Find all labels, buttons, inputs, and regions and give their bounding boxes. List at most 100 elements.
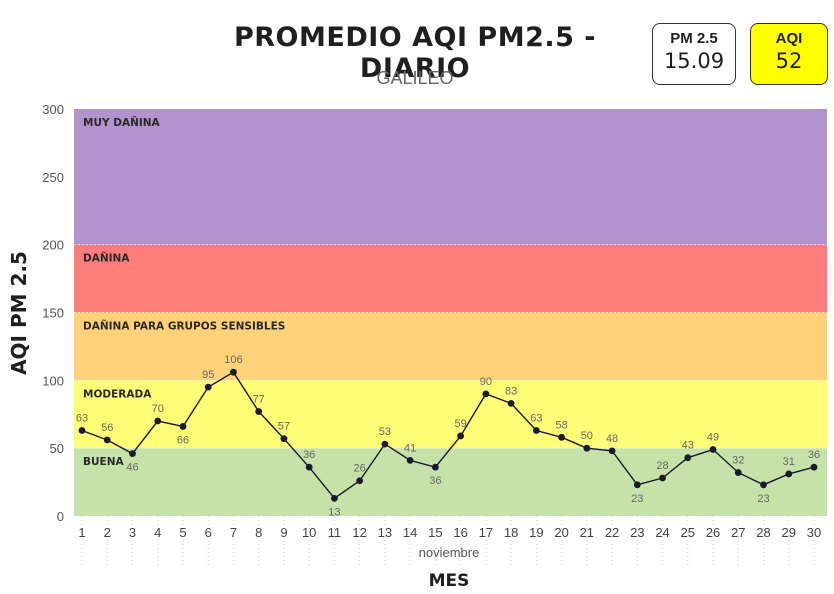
data-label: 50 <box>581 430 593 442</box>
aqi-card-label: AQI <box>775 30 803 47</box>
band-label-muy-danina: MUY DAÑINA <box>83 116 161 129</box>
x-tick-label: 6 <box>205 525 212 540</box>
x-tick-label: 13 <box>378 525 392 540</box>
x-tick-label: 19 <box>529 525 543 540</box>
x-tick-label: 23 <box>630 525 644 540</box>
data-label: 48 <box>606 433 618 445</box>
x-tick-label: 8 <box>255 525 262 540</box>
data-label: 46 <box>126 462 138 474</box>
data-label: 36 <box>808 449 820 461</box>
data-label: 31 <box>783 456 795 468</box>
band-moderada <box>74 380 827 449</box>
data-label: 36 <box>429 475 441 487</box>
data-point[interactable] <box>810 463 818 471</box>
data-point[interactable] <box>431 463 439 471</box>
data-label: 41 <box>404 442 416 454</box>
x-tick-label: 24 <box>655 525 669 540</box>
chart-subtitle: GALILEO <box>376 68 454 88</box>
data-point[interactable] <box>154 417 162 425</box>
x-tick-label: 2 <box>104 525 111 540</box>
y-axis-title: AQI PM 2.5 <box>7 251 31 375</box>
y-tick-label: 200 <box>42 238 64 253</box>
data-label: 13 <box>328 506 340 518</box>
x-tick-label: 22 <box>605 525 619 540</box>
y-tick-label: 100 <box>42 373 64 388</box>
data-point[interactable] <box>709 446 717 453</box>
data-point[interactable] <box>659 474 666 482</box>
band-danina <box>74 244 827 313</box>
band-label-buena: BUENA <box>83 456 124 468</box>
data-label: 63 <box>76 413 88 425</box>
data-point[interactable] <box>129 450 136 457</box>
data-label: 70 <box>152 403 164 415</box>
data-label: 32 <box>732 455 744 467</box>
data-point[interactable] <box>280 435 288 443</box>
chart-title: PROMEDIO AQI PM2.5 - DIARIO <box>233 22 597 84</box>
data-point[interactable] <box>684 454 692 462</box>
data-point[interactable] <box>734 469 742 476</box>
data-point[interactable] <box>532 427 540 434</box>
data-point[interactable] <box>633 481 641 489</box>
x-tick-label: 27 <box>731 525 745 540</box>
band-label-moderada: MODERADA <box>83 388 152 400</box>
data-point[interactable] <box>230 368 237 376</box>
aqi-card-value: 52 <box>775 49 803 73</box>
data-point[interactable] <box>204 383 212 391</box>
aqi-card[interactable]: AQI 52 <box>750 23 828 85</box>
data-point[interactable] <box>103 436 111 444</box>
data-point[interactable] <box>482 390 490 398</box>
data-label: 63 <box>530 413 542 425</box>
data-point[interactable] <box>608 447 616 455</box>
data-label: 43 <box>682 440 694 452</box>
data-label: 106 <box>224 354 242 366</box>
data-label: 56 <box>101 422 113 434</box>
x-tick-label: 30 <box>807 525 821 540</box>
data-point[interactable] <box>78 427 86 434</box>
x-axis-title: MES <box>429 571 470 591</box>
data-label: 58 <box>555 419 567 431</box>
x-tick-label: 29 <box>782 525 796 540</box>
band-label-danina-para-grupos-sensibles: DAÑINA PARA GRUPOS SENSIBLES <box>83 320 285 333</box>
data-label: 53 <box>379 426 391 438</box>
x-tick-label: 11 <box>328 525 342 540</box>
data-point[interactable] <box>255 408 263 415</box>
data-label: 23 <box>631 493 643 505</box>
data-label: 57 <box>278 421 290 433</box>
data-label: 23 <box>757 493 769 505</box>
data-point[interactable] <box>381 440 389 448</box>
data-label: 83 <box>505 385 517 397</box>
x-tick-label: 3 <box>129 525 136 540</box>
data-point[interactable] <box>507 399 515 407</box>
data-point[interactable] <box>179 423 187 430</box>
pm25-card-value: 15.09 <box>663 49 725 73</box>
data-point[interactable] <box>583 444 591 452</box>
band-danina-para-grupos-sensibles <box>74 312 827 381</box>
x-tick-label: 12 <box>352 525 366 540</box>
data-point[interactable] <box>760 481 767 489</box>
data-label: 36 <box>303 449 315 461</box>
x-tick-label: 15 <box>428 525 442 540</box>
band-buena <box>74 448 827 516</box>
x-tick-label: 14 <box>403 525 417 540</box>
data-point[interactable] <box>457 432 465 440</box>
x-tick-label: 20 <box>554 525 568 540</box>
band-muy-danina <box>74 109 827 245</box>
data-point[interactable] <box>785 470 793 478</box>
data-label: 26 <box>354 463 366 475</box>
data-label: 95 <box>202 369 214 381</box>
data-label: 66 <box>177 434 189 446</box>
x-tick-label: 5 <box>179 525 186 540</box>
data-label: 90 <box>480 376 492 388</box>
data-point[interactable] <box>305 463 313 471</box>
data-point[interactable] <box>356 477 364 485</box>
data-label: 59 <box>454 418 466 430</box>
y-tick-label: 250 <box>42 170 64 185</box>
data-point[interactable] <box>558 433 565 441</box>
data-point[interactable] <box>406 456 414 464</box>
x-tick-label: 16 <box>453 525 467 540</box>
x-tick-label: 9 <box>280 525 287 540</box>
pm25-card-label: PM 2.5 <box>670 30 718 47</box>
data-point[interactable] <box>331 494 338 502</box>
pm25-card[interactable]: PM 2.5 15.09 <box>652 23 736 85</box>
